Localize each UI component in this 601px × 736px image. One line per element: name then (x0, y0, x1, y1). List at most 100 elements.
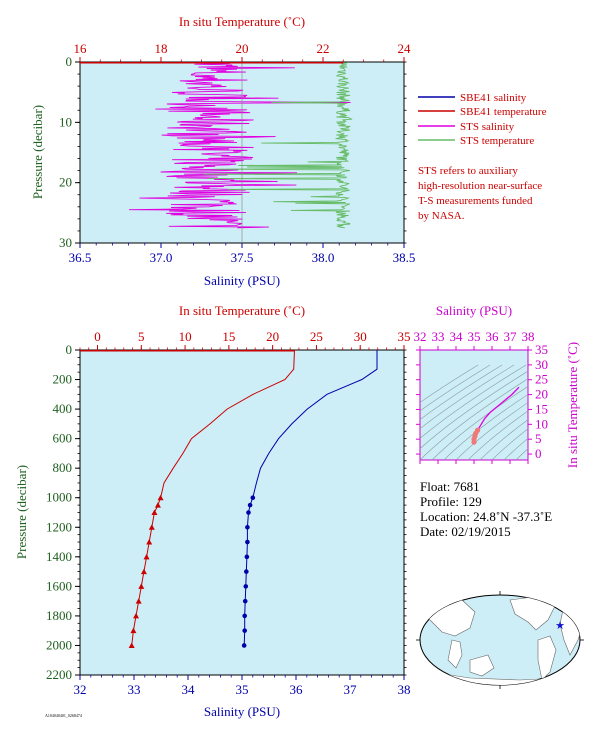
temperature-marker (143, 553, 150, 560)
plot-ts-salinity-axis-title: Salinity (PSU) (436, 303, 512, 318)
density-contour (455, 402, 528, 460)
bottom-axis-tick-label: 33 (128, 682, 141, 697)
plot-profile-background (79, 349, 405, 676)
series-sts-temperature (203, 62, 353, 229)
ts-top-tick-label: 38 (522, 329, 535, 344)
bottom-axis-tick-label: 37.5 (231, 250, 254, 265)
plot-top-temp-axis-title: In situ Temperature (˚C) (179, 14, 305, 29)
ts-top-tick-label: 36 (486, 329, 500, 344)
plot-profile-axes: 0 5 10 15 20 25 30 35 32 33 34 35 36 37 38 0 200 400 600 80… (46, 329, 411, 697)
density-contour (467, 410, 528, 460)
top-axis-tick-label: 30 (354, 329, 367, 344)
float-id: Float: 7681 (420, 479, 480, 494)
top-axis-tick-label: 20 (266, 329, 279, 344)
ts-top-tick-label: 32 (414, 329, 427, 344)
series-salinity-profile (243, 350, 378, 646)
top-axis-tick-label: 0 (94, 329, 101, 344)
top-axis-tick-label: 18 (155, 41, 168, 56)
bottom-axis-tick-label: 35 (236, 682, 249, 697)
top-axis-tick-label: 24 (398, 41, 412, 56)
left-axis-tick-label: 600 (53, 431, 73, 446)
plot-top-pressure-axis-title: Pressure (decibar) (30, 105, 45, 199)
profile-number: Profile: 129 (420, 494, 482, 509)
top-axis-tick-label: 16 (74, 41, 88, 56)
left-axis-tick-label: 800 (53, 460, 73, 475)
top-axis-tick-label: 35 (398, 329, 411, 344)
plot-profile: 0 5 10 15 20 25 30 35 32 33 34 35 36 37 38 0 200 400 600 80… (14, 303, 411, 719)
top-axis-tick-label: 20 (236, 41, 249, 56)
salinity-marker (244, 554, 250, 560)
float-location-marker-icon: ★ (555, 620, 565, 632)
temperature-marker (151, 509, 158, 515)
map-landmass-south-america (537, 635, 557, 681)
top-axis-tick-label: 10 (179, 329, 192, 344)
plot-profile-temp-axis-title: In situ Temperature (˚C) (179, 303, 305, 318)
left-axis-tick-label: 200 (53, 372, 73, 387)
ts-top-tick-label: 34 (450, 329, 464, 344)
density-contour (420, 378, 528, 460)
density-contour (479, 419, 528, 460)
density-contour (420, 370, 528, 450)
plot-ts-temp-axis-title: In situ Temperature (˚C) (565, 342, 580, 468)
temperature-marker (138, 583, 145, 589)
left-axis-tick-label: 20 (59, 175, 72, 190)
temperature-marker (133, 612, 140, 619)
temperature-marker (140, 568, 147, 575)
map-landmass-australia (469, 654, 495, 677)
bottom-axis-tick-label: 38 (398, 682, 411, 697)
world-map: ★ (416, 591, 584, 689)
sts-note-line: high-resolution near-surface (418, 180, 542, 192)
density-contour (443, 393, 528, 460)
bottom-axis-tick-label: 38.0 (312, 250, 335, 265)
density-contour (420, 364, 491, 412)
sts-note-line: by NASA. (418, 210, 465, 222)
ts-top-tick-label: 33 (432, 329, 445, 344)
salinity-marker (250, 495, 256, 501)
date: Date: 02/19/2015 (420, 524, 511, 539)
salinity-marker (245, 524, 250, 530)
density-contour (503, 437, 528, 460)
temperature-marker (146, 539, 153, 545)
left-axis-tick-label: 1000 (46, 490, 72, 505)
ts-top-tick-label: 35 (468, 329, 481, 344)
left-axis-tick-label: 2200 (46, 667, 72, 682)
plot-top-axes: 16 18 20 22 24 36.5 37.0 37.5 38.0 38.5 0 10 20 30 (59, 41, 415, 265)
salinity-marker (242, 598, 248, 604)
plot-profile-salinity-axis-title: Salinity (PSU) (204, 704, 280, 719)
bottom-axis-tick-label: 38.5 (393, 250, 416, 265)
temperature-marker (130, 627, 137, 634)
left-axis-tick-label: 1400 (46, 549, 72, 564)
series-sts-salinity (128, 62, 351, 229)
density-contour (515, 448, 528, 460)
sts-note: STS refers to auxiliary high-resolution … (418, 165, 545, 222)
ts-right-tick-label: 10 (535, 416, 548, 431)
bottom-axis-tick-label: 37.0 (150, 250, 173, 265)
legend-label-sbe41-temperature: SBE41 temperature (460, 106, 547, 118)
left-axis-tick-label: 1600 (46, 578, 72, 593)
salinity-marker (241, 643, 247, 648)
ts-top-tick-label: 37 (504, 329, 518, 344)
sts-note-line: T-S measurements funded (418, 195, 533, 207)
density-contour (420, 364, 479, 403)
salinity-marker (247, 502, 253, 508)
plot-top-series (80, 62, 353, 243)
left-axis-tick-label: 1800 (46, 608, 72, 623)
ts-right-tick-label: 30 (535, 357, 548, 372)
map-ticks (416, 591, 584, 689)
left-axis-tick-label: 0 (66, 54, 73, 69)
plot-ts-series (420, 364, 528, 460)
salinity-marker (244, 569, 249, 574)
salinity-marker (245, 539, 250, 545)
density-contour (491, 428, 528, 460)
temperature-marker (148, 524, 155, 530)
top-axis-tick-label: 5 (138, 329, 145, 344)
series-temperature-profile (131, 350, 295, 646)
plot-top: 16 18 20 22 24 36.5 37.0 37.5 38.0 38.5 0 10 20 30 In… (30, 14, 415, 288)
legend-label-sts-temperature: STS temperature (460, 135, 534, 147)
top-axis-tick-label: 25 (310, 329, 323, 344)
legend-label-sts-salinity: STS salinity (460, 121, 515, 133)
left-axis-tick-label: 400 (53, 401, 73, 416)
